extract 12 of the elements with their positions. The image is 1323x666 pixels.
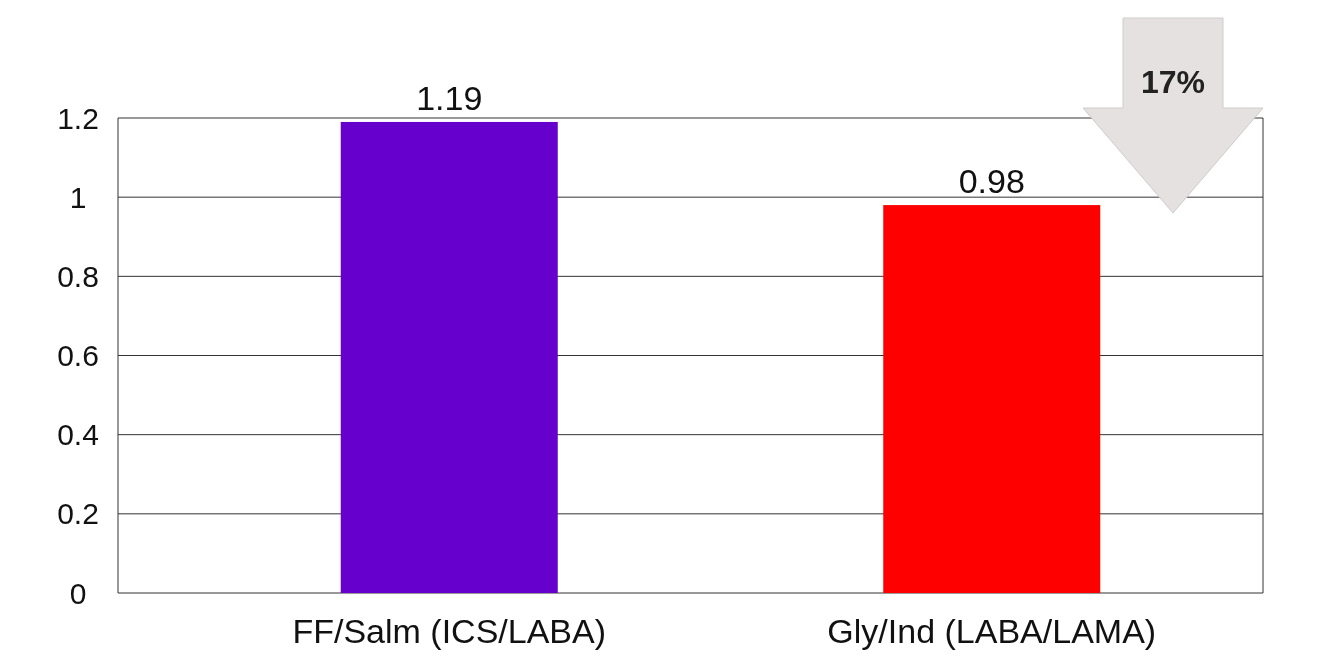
y-tick-label: 0.8 xyxy=(57,259,99,293)
x-tick-label: Gly/Ind (LABA/LAMA) xyxy=(827,612,1157,650)
data-label: 1.19 xyxy=(416,78,483,117)
y-tick-label: 0.2 xyxy=(57,497,99,531)
y-tick-label: 1.2 xyxy=(57,101,99,135)
y-tick-label: 1 xyxy=(69,180,87,214)
x-tick-label: FF/Salm (ICS/LABA) xyxy=(292,612,607,650)
y-tick-label: 0.6 xyxy=(57,339,99,372)
y-tick-label: 0.4 xyxy=(57,418,99,452)
data-label: 0.98 xyxy=(958,162,1025,201)
text: 17% xyxy=(1140,64,1206,100)
y-tick-label: 0 xyxy=(69,576,87,610)
